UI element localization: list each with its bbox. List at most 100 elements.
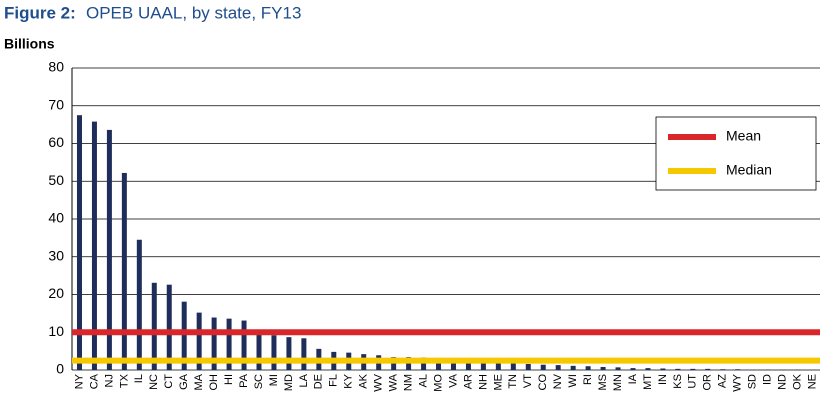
bar <box>301 338 307 370</box>
bar <box>181 301 187 370</box>
x-tick-label: MD <box>283 374 295 391</box>
bar <box>660 368 666 370</box>
bar <box>465 362 471 370</box>
x-tick-label: LA <box>298 373 310 387</box>
x-tick-label: FL <box>328 374 340 387</box>
x-tick-label: MN <box>612 374 624 391</box>
y-tick-label: 50 <box>48 172 64 188</box>
bar <box>615 367 621 370</box>
x-tick-label: NH <box>477 374 489 390</box>
x-tick-label: NC <box>148 374 160 390</box>
x-tick-label: NV <box>552 373 564 389</box>
x-tick-label: GA <box>178 373 190 390</box>
bar <box>480 362 486 370</box>
bar <box>645 368 651 370</box>
x-tick-label: KY <box>343 373 355 388</box>
x-tick-label: TX <box>118 373 130 388</box>
y-tick-label: 70 <box>48 96 64 112</box>
bar <box>106 129 112 370</box>
x-tick-label: DE <box>313 374 325 389</box>
x-tick-label: IA <box>627 373 639 384</box>
x-tick-label: ID <box>762 374 774 385</box>
bar <box>525 363 531 370</box>
y-tick-label: 0 <box>56 361 64 377</box>
bar <box>720 369 726 370</box>
x-tick-label: SC <box>253 374 265 389</box>
x-tick-label: CT <box>163 374 175 389</box>
x-tick-label: CO <box>537 374 549 391</box>
x-tick-label: VA <box>447 373 459 388</box>
x-tick-label: WI <box>567 374 579 387</box>
bar <box>166 284 172 370</box>
x-tick-label: TN <box>507 374 519 389</box>
x-tick-label: AR <box>462 374 474 389</box>
bar <box>540 364 546 370</box>
bar <box>196 312 202 370</box>
x-tick-label: ND <box>777 374 789 390</box>
x-tick-label: OH <box>208 374 220 391</box>
x-tick-label: WY <box>732 373 744 391</box>
bar <box>436 359 442 370</box>
x-tick-label: NE <box>806 374 818 389</box>
x-tick-label: RI <box>582 374 594 385</box>
title-prefix: Figure 2: <box>4 3 76 22</box>
x-tick-label: CA <box>88 373 100 389</box>
x-tick-label: MT <box>642 374 654 390</box>
bar <box>570 365 576 370</box>
chart-title: OPEB UAAL, by state, FY13 <box>86 3 301 22</box>
x-tick-label: AK <box>358 373 370 388</box>
bar <box>271 335 277 370</box>
x-tick-label: PA <box>238 373 250 388</box>
bar <box>136 239 142 370</box>
y-axis-label: Billions <box>4 36 55 52</box>
x-tick-label: AZ <box>717 374 729 388</box>
bar <box>495 362 501 370</box>
bar <box>91 121 97 370</box>
bar <box>256 334 262 370</box>
x-tick-label: NY <box>73 373 85 389</box>
x-tick-label: IN <box>657 374 669 385</box>
x-tick-label: MS <box>597 374 609 391</box>
bar <box>226 318 232 370</box>
x-tick-label: MO <box>432 374 444 392</box>
bar <box>286 337 292 370</box>
bar <box>630 368 636 370</box>
bar <box>510 363 516 370</box>
legend-label: Mean <box>726 128 761 144</box>
bar <box>406 357 412 370</box>
bar <box>450 360 456 370</box>
legend-box <box>655 116 817 191</box>
bar <box>241 320 247 370</box>
x-tick-label: NJ <box>103 374 115 387</box>
legend-label: Median <box>726 162 772 178</box>
bar <box>705 368 711 370</box>
bar <box>555 365 561 370</box>
x-tick-label: NM <box>403 374 415 391</box>
x-tick-label: OR <box>702 374 714 391</box>
x-tick-label: MA <box>193 373 205 390</box>
bar <box>151 282 157 370</box>
bar <box>121 172 127 370</box>
x-tick-label: UT <box>687 374 699 389</box>
y-tick-label: 20 <box>48 285 64 301</box>
x-tick-label: SD <box>747 374 759 389</box>
x-tick-label: VT <box>522 374 534 388</box>
bar <box>421 357 427 370</box>
x-tick-label: AL <box>417 374 429 387</box>
x-tick-label: WV <box>373 373 385 391</box>
y-tick-label: 30 <box>48 247 64 263</box>
bar <box>600 366 606 370</box>
bar <box>391 357 397 370</box>
bar <box>735 369 741 370</box>
y-tick-label: 10 <box>48 323 64 339</box>
bar <box>690 368 696 370</box>
x-tick-label: KS <box>672 374 684 389</box>
x-tick-label: OK <box>791 373 803 390</box>
x-tick-label: ME <box>492 374 504 391</box>
bar <box>211 317 217 370</box>
y-tick-label: 60 <box>48 134 64 150</box>
x-tick-label: HI <box>223 374 235 385</box>
x-tick-label: WA <box>388 373 400 391</box>
